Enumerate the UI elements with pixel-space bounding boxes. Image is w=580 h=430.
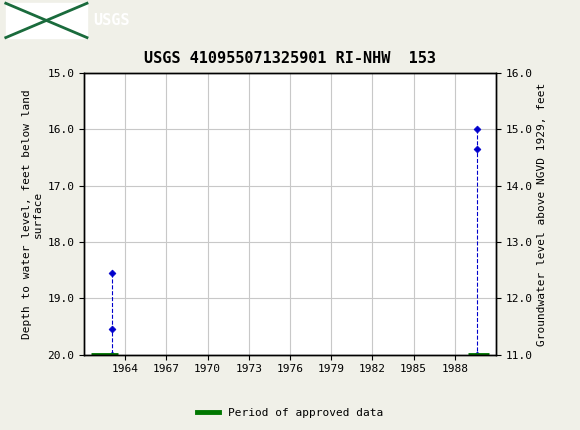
Y-axis label: Groundwater level above NGVD 1929, feet: Groundwater level above NGVD 1929, feet — [536, 82, 547, 346]
FancyBboxPatch shape — [6, 3, 87, 37]
Legend: Period of approved data: Period of approved data — [193, 403, 387, 422]
Y-axis label: Depth to water level, feet below land
surface: Depth to water level, feet below land su… — [21, 89, 44, 339]
Title: USGS 410955071325901 RI-NHW  153: USGS 410955071325901 RI-NHW 153 — [144, 51, 436, 66]
Text: USGS: USGS — [93, 13, 129, 28]
